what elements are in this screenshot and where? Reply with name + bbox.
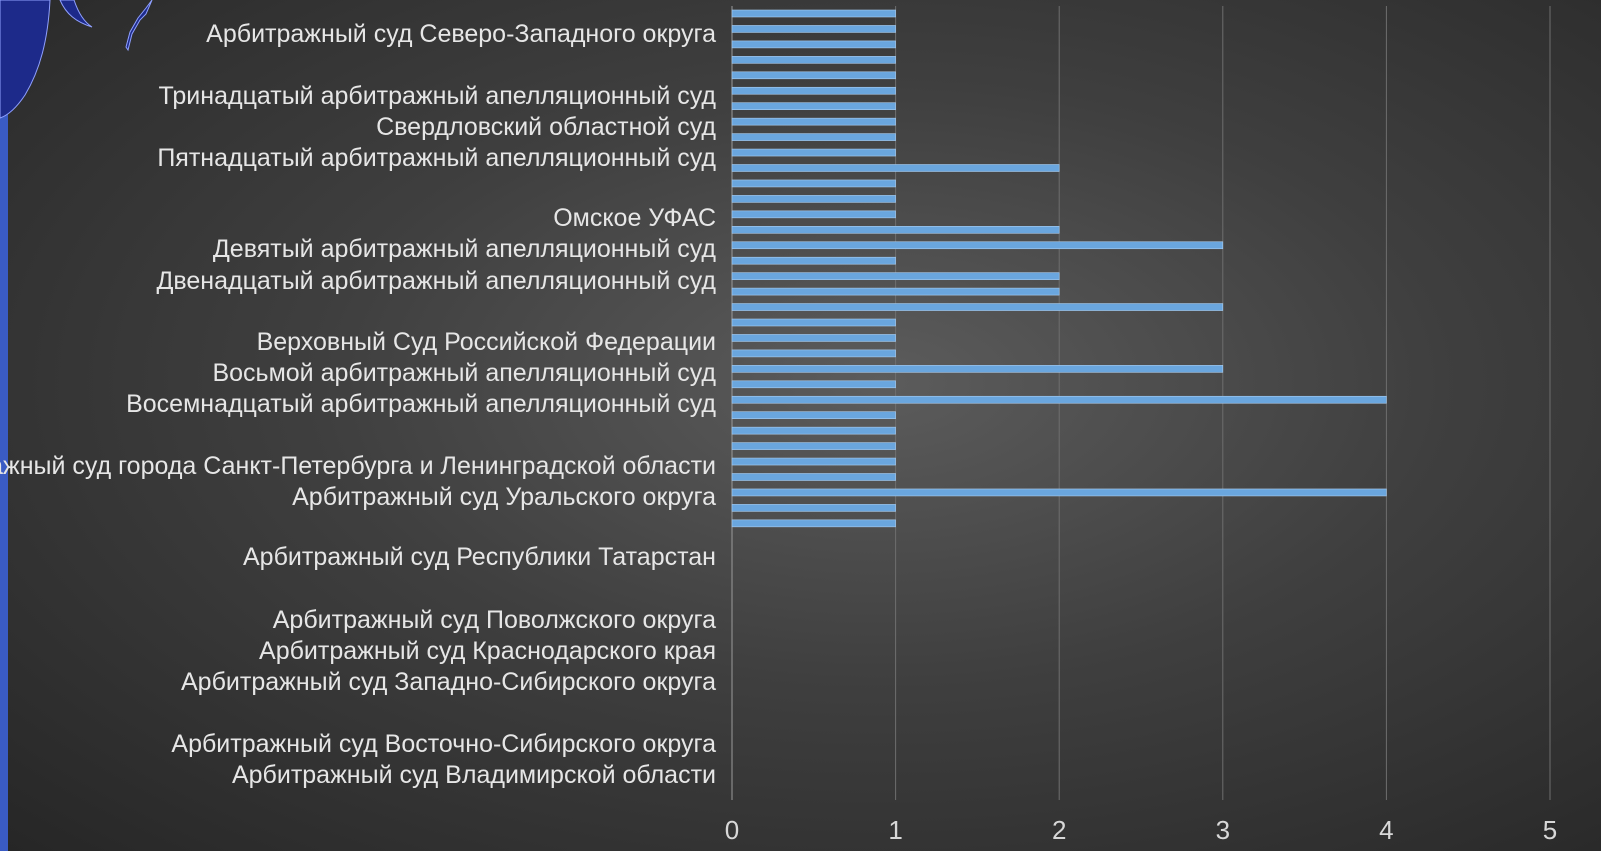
bar xyxy=(731,102,896,110)
bar xyxy=(731,365,1224,373)
category-label: Двенадцатый арбитражный апелляционный су… xyxy=(156,267,716,295)
bar xyxy=(731,519,896,528)
category-label: Пятнадцатый арбитражный апелляционный су… xyxy=(157,144,716,172)
bar xyxy=(731,117,896,126)
category-label: Тринадцатый арбитражный апелляционный су… xyxy=(159,82,717,110)
bar xyxy=(731,457,896,466)
bar xyxy=(731,210,896,219)
chart-x-axis-ticks: 0 1 2 3 4 5 xyxy=(725,815,1557,845)
bar xyxy=(731,473,896,481)
bar xyxy=(731,395,1387,404)
category-label: Арбитражный суд Северо-Западного округа xyxy=(206,20,716,48)
bar xyxy=(731,179,896,188)
x-tick-label: 4 xyxy=(1379,815,1393,845)
category-label: Арбитражный суд города Санкт-Петербурга … xyxy=(0,452,716,480)
bar xyxy=(731,56,896,64)
x-tick-label: 2 xyxy=(1052,815,1066,845)
bar xyxy=(731,256,896,265)
x-tick-label: 3 xyxy=(1216,815,1230,845)
category-label: Арбитражный суд Поволжского округа xyxy=(273,606,716,634)
x-tick-label: 0 xyxy=(725,815,739,845)
category-label: Девятый арбитражный апелляционный суд xyxy=(213,235,717,263)
bar xyxy=(731,426,896,435)
chart-category-labels: Арбитражный суд Северо-Западного округа Т… xyxy=(0,20,716,789)
map-landmass-shape xyxy=(0,0,51,119)
x-tick-label: 5 xyxy=(1543,815,1557,845)
category-label: Арбитражный суд Республики Татарстан xyxy=(243,543,716,571)
bar xyxy=(731,504,896,512)
bar xyxy=(731,303,1224,311)
category-label: Омское УФАС xyxy=(553,204,716,232)
category-label: Арбитражный суд Уральского округа xyxy=(292,483,716,511)
category-label: Восемнадцатый арбитражный апелляционный … xyxy=(126,390,716,418)
bar xyxy=(731,195,896,203)
bar xyxy=(731,226,1060,234)
bar xyxy=(731,272,1060,280)
bar xyxy=(731,133,896,141)
category-label: Свердловский областной суд xyxy=(376,113,716,141)
bar xyxy=(731,287,1060,296)
chart-bars xyxy=(731,9,1387,528)
x-tick-label: 1 xyxy=(888,815,902,845)
bar xyxy=(731,241,1224,250)
category-label: Арбитражный суд Владимирской области xyxy=(232,761,716,789)
bar xyxy=(731,25,896,33)
bar xyxy=(731,488,1387,497)
bar xyxy=(731,349,896,358)
category-label: Восьмой арбитражный апелляционный суд xyxy=(212,359,716,387)
bar xyxy=(731,40,896,49)
bar xyxy=(731,334,896,342)
bar xyxy=(731,164,1060,172)
bar xyxy=(731,86,896,95)
bar xyxy=(731,442,896,450)
map-island-shape xyxy=(59,0,93,28)
bar xyxy=(731,380,896,389)
bar xyxy=(731,71,896,80)
category-label: Арбитражный суд Восточно-Сибирского окру… xyxy=(171,730,716,758)
map-coast-shape xyxy=(125,0,153,52)
bar xyxy=(731,411,896,420)
bar xyxy=(731,318,896,327)
left-accent-strip xyxy=(0,0,8,851)
category-label: Арбитражный суд Западно-Сибирского округ… xyxy=(181,668,716,696)
bar xyxy=(731,148,896,157)
bar xyxy=(731,9,896,18)
category-label: Верховный Суд Российской Федерации xyxy=(257,328,716,356)
category-label: Арбитражный суд Краснодарского края xyxy=(259,637,716,665)
